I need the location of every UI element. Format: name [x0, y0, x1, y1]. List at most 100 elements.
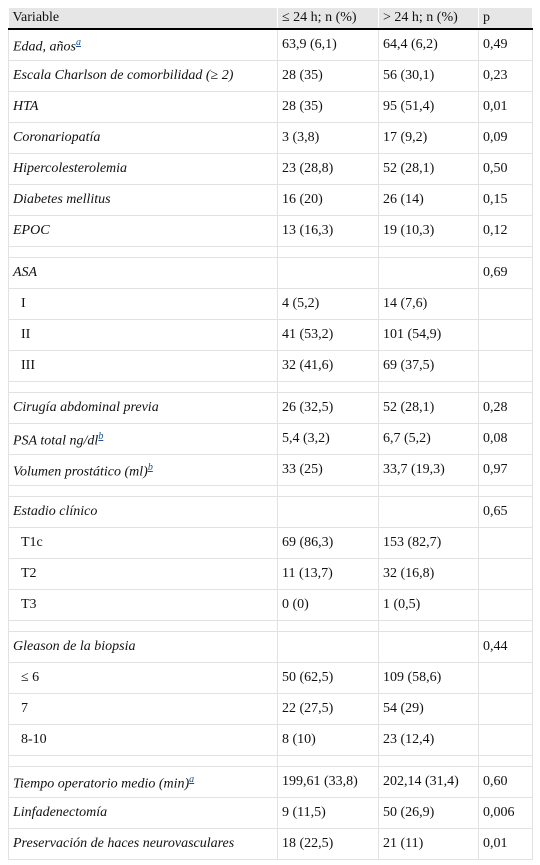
spacer-cell: [378, 485, 479, 497]
row-label: Cirugía abdominal previa: [8, 392, 278, 424]
label-text: 8-10: [21, 732, 47, 747]
table-row: HTA 28 (35) 95 (51,4) 0,01: [8, 91, 533, 123]
p-cell: 0,97: [478, 454, 533, 486]
table-row: III 32 (41,6) 69 (37,5): [8, 350, 533, 382]
spacer-row: [8, 755, 533, 767]
empty-cell: [478, 589, 533, 621]
footnote-link[interactable]: b: [147, 461, 153, 473]
empty-cell: [478, 724, 533, 756]
row-label: I: [8, 288, 278, 320]
p-cell: 0,28: [478, 392, 533, 424]
footnote-link[interactable]: b: [98, 430, 104, 442]
spacer-cell: [478, 381, 533, 393]
table-row: Diabetes mellitus 16 (20) 26 (14) 0,15: [8, 184, 533, 216]
spacer-cell: [8, 620, 278, 632]
table-row: I 4 (5,2) 14 (7,6): [8, 288, 533, 320]
value-cell: 16 (20): [277, 184, 379, 216]
label-text: Volumen prostático (ml): [13, 464, 148, 480]
empty-cell: [378, 496, 479, 528]
table-row: Linfadenectomía 9 (11,5) 50 (26,9) 0,006: [8, 797, 533, 829]
data-table: Variable ≤ 24 h; n (%) > 24 h; n (%) p Edad…: [8, 8, 533, 860]
value-cell: 26 (14): [378, 184, 479, 216]
value-cell: 50 (26,9): [378, 797, 479, 829]
spacer-cell: [8, 381, 278, 393]
table-row: Estadio clínico 0,65: [8, 496, 533, 528]
label-text: Tiempo operatorio medio (min): [13, 776, 190, 792]
value-cell: 11 (13,7): [277, 558, 379, 590]
spacer-cell: [478, 246, 533, 258]
p-cell: 0,69: [478, 257, 533, 289]
empty-cell: [378, 631, 479, 663]
value-cell: 153 (82,7): [378, 527, 479, 559]
label-text: PSA total ng/dl: [13, 433, 99, 449]
empty-cell: [378, 257, 479, 289]
row-label: Preservación de haces neurovasculares: [8, 828, 278, 860]
value-cell: 56 (30,1): [378, 60, 479, 92]
p-cell: 0,08: [478, 423, 533, 455]
row-label: II: [8, 319, 278, 351]
spacer-cell: [277, 246, 379, 258]
row-label: T2: [8, 558, 278, 590]
empty-cell: [478, 350, 533, 382]
p-cell: 0,60: [478, 766, 533, 798]
table-body: Edad, añosa 63,9 (6,1) 64,4 (6,2) 0,49 Escal…: [8, 28, 533, 860]
value-cell: 22 (27,5): [277, 693, 379, 725]
label-text: T3: [21, 597, 37, 612]
table-row: II 41 (53,2) 101 (54,9): [8, 319, 533, 351]
spacer-cell: [378, 246, 479, 258]
table-row: Volumen prostático (ml)b 33 (25) 33,7 (19,…: [8, 454, 533, 486]
value-cell: 32 (16,8): [378, 558, 479, 590]
p-cell: 0,12: [478, 215, 533, 247]
spacer-cell: [8, 755, 278, 767]
value-cell: 52 (28,1): [378, 392, 479, 424]
footnote-ref: b: [98, 429, 103, 442]
empty-cell: [478, 693, 533, 725]
empty-cell: [478, 527, 533, 559]
spacer-cell: [378, 755, 479, 767]
value-cell: 69 (86,3): [277, 527, 379, 559]
value-cell: 6,7 (5,2): [378, 423, 479, 455]
table-row: Cirugía abdominal previa 26 (32,5) 52 (28,…: [8, 392, 533, 424]
table-row: ASA 0,69: [8, 257, 533, 289]
footnote-link[interactable]: a: [76, 36, 81, 48]
label-text: Cirugía abdominal previa: [13, 400, 159, 415]
p-cell: 0,49: [478, 28, 533, 61]
value-cell: 50 (62,5): [277, 662, 379, 694]
p-cell: 0,50: [478, 153, 533, 185]
empty-cell: [478, 662, 533, 694]
spacer-cell: [277, 485, 379, 497]
label-text: ASA: [13, 265, 38, 280]
label-text: Estadio clínico: [13, 504, 98, 519]
table-row: T1c 69 (86,3) 153 (82,7): [8, 527, 533, 559]
p-cell: 0,15: [478, 184, 533, 216]
table-row: Hipercolesterolemia 23 (28,8) 52 (28,1) 0,5…: [8, 153, 533, 185]
row-label: Tiempo operatorio medio (min)a: [8, 766, 278, 798]
label-text: II: [21, 327, 31, 342]
row-label: 7: [8, 693, 278, 725]
value-cell: 8 (10): [277, 724, 379, 756]
p-cell: 0,006: [478, 797, 533, 829]
table-row: 8-10 8 (10) 23 (12,4): [8, 724, 533, 756]
header-cell: p: [478, 8, 533, 30]
value-cell: 14 (7,6): [378, 288, 479, 320]
row-label: Estadio clínico: [8, 496, 278, 528]
row-label: Hipercolesterolemia: [8, 153, 278, 185]
value-cell: 28 (35): [277, 60, 379, 92]
spacer-row: [8, 246, 533, 258]
label-text: Coronariopatía: [13, 130, 101, 145]
table-row: Tiempo operatorio medio (min)a 199,61 (33…: [8, 766, 533, 798]
label-text: T1c: [21, 535, 43, 550]
value-cell: 41 (53,2): [277, 319, 379, 351]
spacer-row: [8, 381, 533, 393]
spacer-cell: [478, 485, 533, 497]
row-label: Gleason de la biopsia: [8, 631, 278, 663]
spacer-cell: [277, 381, 379, 393]
table-row: T3 0 (0) 1 (0,5): [8, 589, 533, 621]
header-cell: > 24 h; n (%): [378, 8, 479, 30]
row-label: Edad, añosa: [8, 28, 278, 61]
table-row: Coronariopatía 3 (3,8) 17 (9,2) 0,09: [8, 122, 533, 154]
value-cell: 3 (3,8): [277, 122, 379, 154]
footnote-link[interactable]: a: [189, 773, 195, 785]
value-cell: 4 (5,2): [277, 288, 379, 320]
table-row: EPOC 13 (16,3) 19 (10,3) 0,12: [8, 215, 533, 247]
